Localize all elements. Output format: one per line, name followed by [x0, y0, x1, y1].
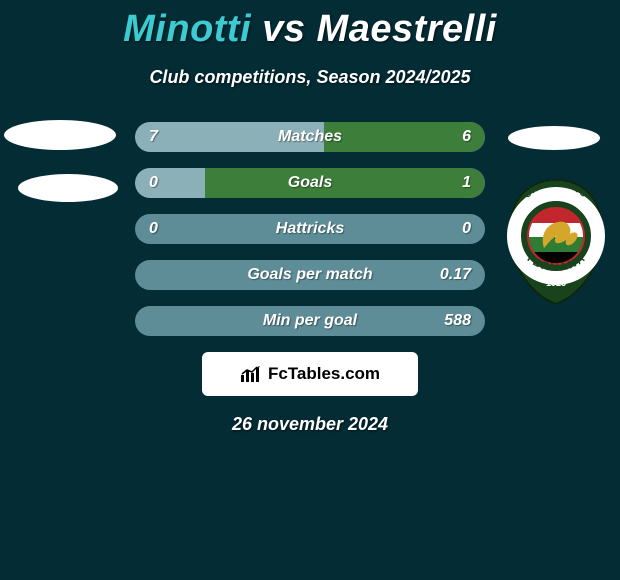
- ternana-badge: UNICUSANO TERNANA 1925: [506, 178, 606, 306]
- stat-value-left: 7: [149, 128, 158, 146]
- stat-value-left: 0: [149, 220, 158, 238]
- stat-value-left: 0: [149, 174, 158, 192]
- stat-value-right: 588: [444, 312, 471, 330]
- stat-row: 0 0 Hattricks: [135, 214, 485, 244]
- stats-container: 7 6 Matches 0 1 Goals 0 0 Hattricks 0.17 Goals per…: [135, 122, 485, 336]
- stat-name: Min per goal: [263, 312, 357, 330]
- stat-value-right: 6: [462, 128, 471, 146]
- svg-text:1925: 1925: [546, 278, 566, 288]
- stat-value-right: 0: [462, 220, 471, 238]
- stat-row: 7 6 Matches: [135, 122, 485, 152]
- stat-fill-right: [205, 168, 485, 198]
- stat-fill-right: [324, 122, 485, 152]
- stat-value-right: 0.17: [440, 266, 471, 284]
- stat-row: 0 1 Goals: [135, 168, 485, 198]
- left-oval-1: [4, 120, 116, 150]
- date-label: 26 november 2024: [0, 414, 620, 435]
- branding-text: FcTables.com: [268, 364, 380, 384]
- stat-name: Goals per match: [247, 266, 372, 284]
- branding-box: FcTables.com: [202, 352, 418, 396]
- stat-value-right: 1: [462, 174, 471, 192]
- subtitle: Club competitions, Season 2024/2025: [0, 67, 620, 88]
- left-placeholder-ovals: [4, 120, 118, 202]
- stat-name: Goals: [288, 174, 332, 192]
- stat-row: 0.17 Goals per match: [135, 260, 485, 290]
- left-oval-2: [18, 174, 118, 202]
- page-title: Minotti vs Maestrelli: [0, 0, 620, 51]
- stat-name: Hattricks: [276, 220, 344, 238]
- title-vs: vs: [251, 8, 316, 50]
- stat-row: 588 Min per goal: [135, 306, 485, 336]
- stat-fill-left: [135, 168, 205, 198]
- title-player-left: Minotti: [123, 8, 251, 50]
- stat-name: Matches: [278, 128, 342, 146]
- right-placeholder-oval: [508, 126, 600, 150]
- chart-icon: [240, 365, 262, 383]
- title-player-right: Maestrelli: [317, 8, 497, 50]
